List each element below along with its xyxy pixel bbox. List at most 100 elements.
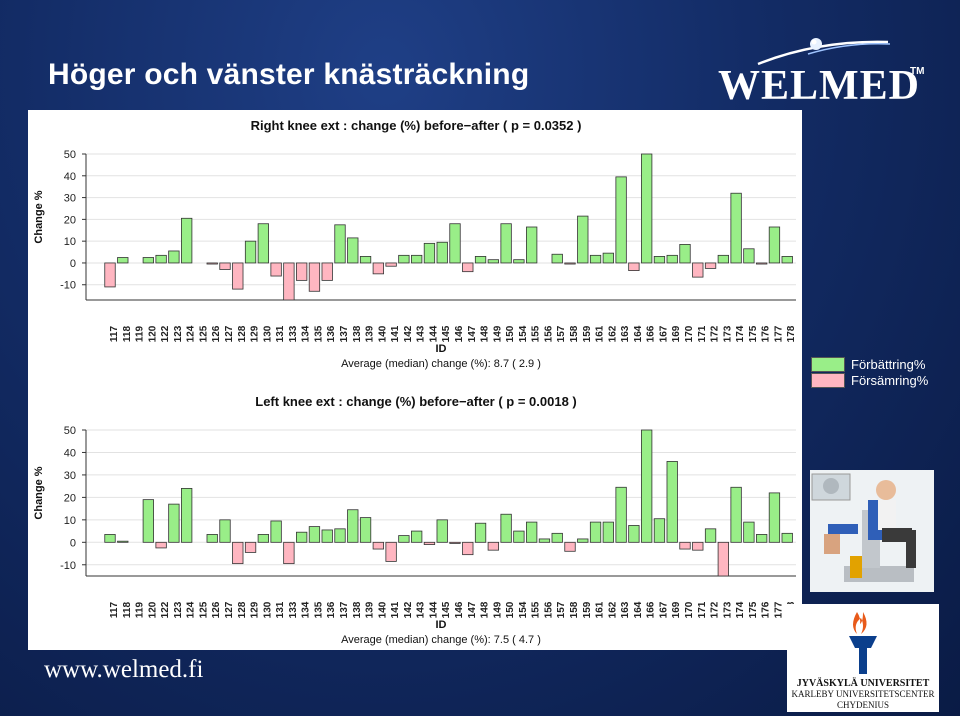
- x-axis-label: ID: [436, 619, 447, 631]
- bar-158: [564, 262, 576, 265]
- bar-123: [168, 250, 180, 264]
- bar-138: [347, 237, 359, 264]
- chart-panel: 50 40 30 20 10 0 -10 117 118 119 120 122 123 124 125 12…: [28, 110, 802, 650]
- bar-163: [615, 176, 627, 264]
- footer-website-link[interactable]: www.welmed.fi: [44, 656, 204, 683]
- welmed-logo: WELMED TM: [718, 36, 938, 109]
- x-tick-label: 176: [761, 601, 772, 618]
- x-tick-label: 178: [786, 325, 797, 342]
- bar-133: [283, 541, 295, 565]
- y-tick-label: 50: [64, 149, 76, 161]
- bar-142: [398, 535, 410, 543]
- x-tick-label: 162: [607, 601, 618, 618]
- bar-164: [628, 525, 640, 543]
- bar-141: [385, 541, 397, 562]
- x-tick-label: 158: [569, 601, 580, 618]
- bar-122: [155, 254, 167, 264]
- bar-130: [257, 534, 269, 543]
- x-tick-label: 146: [454, 325, 465, 342]
- x-tick-label: 175: [748, 325, 759, 342]
- bar-150: [500, 513, 512, 543]
- bar-148: [474, 256, 487, 264]
- y-tick-label: 30: [64, 193, 76, 205]
- bar-157: [551, 253, 563, 264]
- x-axis-label: ID: [436, 343, 447, 355]
- x-tick-label: 118: [122, 601, 133, 618]
- bar-124: [181, 487, 193, 543]
- bar-162: [602, 521, 614, 543]
- x-tick-label: 140: [377, 325, 388, 342]
- x-tick-label: 154: [518, 601, 529, 618]
- x-tick-label: 134: [301, 325, 312, 342]
- y-tick-label: 0: [70, 537, 76, 549]
- bar-178: [781, 532, 793, 543]
- bar-158: [564, 541, 576, 552]
- x-tick-label: 142: [403, 601, 414, 618]
- x-tick-label: 148: [480, 601, 491, 618]
- university-logo: JYVÄSKYLÄ UNIVERSITET KARLEBY UNIVERSITE…: [787, 604, 939, 712]
- bar-129: [244, 240, 257, 264]
- bar-134: [296, 262, 308, 281]
- x-tick-label: 164: [633, 601, 644, 618]
- legend-label-deterioration: Försämring%: [851, 372, 929, 388]
- university-name: JYVÄSKYLÄ UNIVERSITET KARLEBY UNIVERSITE…: [787, 678, 939, 711]
- bar-122: [155, 541, 167, 549]
- bar-135: [308, 262, 321, 292]
- bar-135: [308, 526, 321, 543]
- bar-145: [436, 519, 448, 543]
- legend-swatch-deterioration: [811, 372, 845, 388]
- bar-156: [538, 538, 551, 543]
- bar-137: [334, 528, 346, 543]
- x-tick-label: 119: [135, 325, 146, 342]
- bar-171: [692, 262, 704, 278]
- x-tick-label: 171: [697, 325, 708, 342]
- university-name-line2: KARLEBY UNIVERSITETSCENTER: [791, 689, 935, 699]
- x-tick-label: 118: [122, 325, 133, 342]
- bar-127: [219, 519, 231, 543]
- bar-159: [577, 215, 589, 264]
- x-tick-label: 123: [173, 601, 184, 618]
- x-tick-label: 131: [275, 601, 286, 618]
- bar-149: [487, 541, 499, 551]
- logo-swoosh-icon: [757, 38, 891, 66]
- y-axis-label: Change %: [33, 190, 45, 243]
- x-tick-label: 166: [646, 601, 657, 618]
- x-tick-label: 144: [428, 325, 439, 342]
- x-tick-label: 141: [390, 325, 401, 342]
- x-tick-label: 117: [109, 325, 120, 342]
- x-tick-label: 157: [556, 601, 567, 618]
- bar-140: [372, 541, 384, 550]
- x-tick-label: 130: [262, 601, 273, 618]
- x-tick-label: 130: [262, 325, 273, 342]
- chart-average-caption: Average (median) change (%): 8.7 ( 2.9 ): [341, 358, 541, 370]
- x-tick-label: 142: [403, 325, 414, 342]
- bar-133: [283, 262, 295, 301]
- x-tick-label: 136: [326, 601, 337, 618]
- bar-126: [206, 262, 218, 265]
- bar-142: [398, 254, 410, 264]
- training-machine-photo: [810, 470, 934, 592]
- chart-title: Right knee ext : change (%) before−after…: [251, 118, 582, 133]
- x-tick-label: 147: [467, 601, 478, 618]
- bar-161: [589, 254, 602, 264]
- bar-176: [756, 534, 768, 543]
- torch-icon: [849, 612, 877, 674]
- x-tick-label: 133: [288, 325, 299, 342]
- bar-144: [423, 541, 436, 545]
- x-tick-label: 138: [352, 601, 363, 618]
- bar-166: [641, 429, 653, 543]
- x-tick-label: 134: [301, 601, 312, 618]
- x-tick-label: 170: [684, 325, 695, 342]
- x-tick-label: 149: [492, 325, 503, 342]
- x-tick-label: 127: [224, 601, 235, 618]
- x-tick-label: 174: [735, 601, 746, 618]
- y-tick-label: -10: [60, 280, 76, 292]
- x-tick-label: 158: [569, 325, 580, 342]
- bar-177: [768, 492, 781, 543]
- bar-178: [781, 256, 793, 264]
- bar-124: [181, 217, 193, 264]
- bar-172: [704, 528, 717, 543]
- x-tick-label: 163: [620, 601, 631, 618]
- bar-127: [219, 262, 231, 270]
